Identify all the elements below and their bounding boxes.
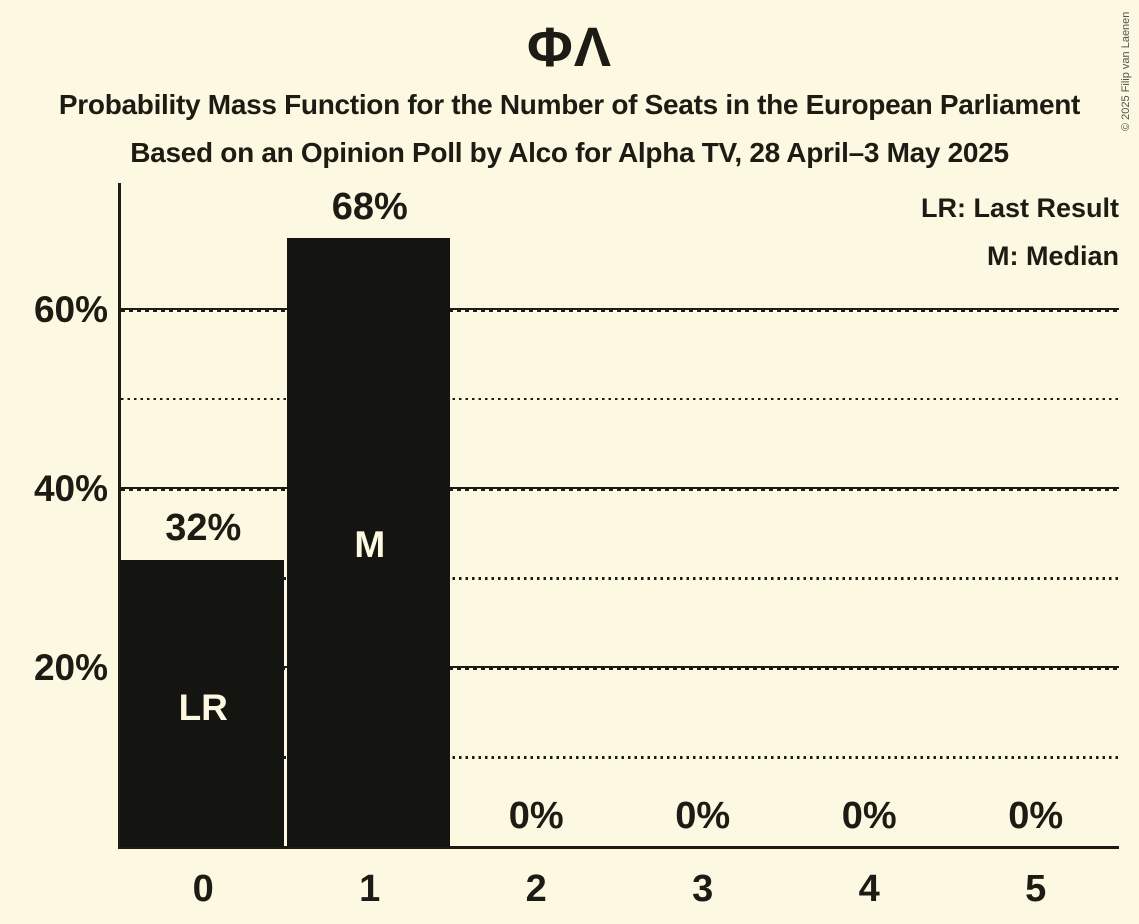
- value-label-5: 0%: [1008, 795, 1064, 837]
- legend-entry-median: M: Median: [987, 241, 1119, 271]
- x-axis-line: [118, 846, 1119, 849]
- value-label-3: 0%: [675, 795, 731, 837]
- x-tick-label-5: 5: [1025, 868, 1047, 910]
- bar-seats-0: [120, 560, 284, 847]
- gridline-minor-50: [121, 397, 1119, 401]
- gridline-major-20: [121, 665, 1119, 670]
- chart-subtitle: Probability Mass Function for the Number…: [58, 89, 1081, 120]
- x-tick-label-1: 1: [359, 868, 381, 910]
- bar-annotation-median: M: [354, 524, 386, 565]
- y-tick-label-60: 60%: [33, 288, 108, 330]
- legend-entry-last-result: LR: Last Result: [920, 193, 1119, 223]
- value-label-4: 0%: [841, 795, 897, 837]
- chart-legend: LR: Last Result M: Median: [921, 184, 1119, 280]
- chart-source-line: Based on an Opinion Poll by Alco for Alp…: [130, 137, 1009, 168]
- gridline-major-40: [121, 486, 1119, 491]
- value-label-2: 0%: [508, 795, 564, 837]
- y-tick-label-40: 40%: [33, 467, 108, 509]
- x-tick-label-0: 0: [192, 868, 214, 910]
- chart-title: ΦΛ: [526, 15, 613, 78]
- x-tick-label-3: 3: [692, 868, 714, 910]
- value-label-0: 32%: [165, 507, 242, 549]
- x-tick-label-2: 2: [525, 868, 547, 910]
- y-tick-label-20: 20%: [33, 646, 108, 688]
- bar-seats-1: [286, 237, 450, 847]
- gridline-minor-30: [121, 577, 1119, 580]
- y-axis-line: [118, 183, 121, 849]
- value-label-1: 68%: [331, 186, 408, 228]
- gridline-minor-10: [121, 756, 1119, 759]
- bar-annotation-last-result: LR: [178, 687, 228, 728]
- gridline-major-60: [121, 307, 1119, 312]
- copyright-notice: © 2025 Filip van Laenen: [1120, 11, 1132, 131]
- x-tick-label-4: 4: [858, 868, 880, 910]
